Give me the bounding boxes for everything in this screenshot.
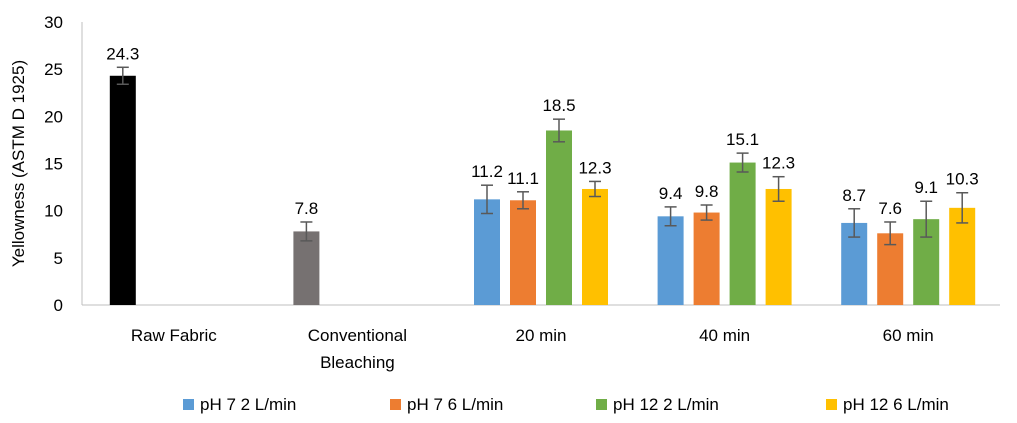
series-3-group-0-bar bbox=[582, 188, 608, 305]
series-3-group-1-data-label: 12.3 bbox=[762, 154, 795, 173]
series-1-group-1-data-label: 9.8 bbox=[695, 182, 719, 201]
y-tick-label: 0 bbox=[54, 296, 63, 315]
y-tick-label: 15 bbox=[44, 155, 63, 174]
series-0-group-2-data-label: 8.7 bbox=[842, 186, 866, 205]
category-label: Conventional bbox=[308, 326, 407, 345]
series-3-group-2-bar bbox=[949, 207, 976, 305]
single-0-bar bbox=[109, 75, 136, 306]
series-1-group-0-data-label: 11.1 bbox=[507, 169, 539, 188]
legend-swatch bbox=[826, 399, 837, 410]
series-0-group-1-bar bbox=[657, 216, 684, 305]
series-2-group-1-bar bbox=[729, 162, 756, 305]
series-0-group-1-data-label: 9.4 bbox=[659, 184, 683, 203]
category-label: 20 min bbox=[515, 326, 566, 345]
series-2-group-0-data-label: 18.5 bbox=[542, 96, 575, 115]
series-0-group-0-bar bbox=[474, 199, 500, 305]
category-label: Raw Fabric bbox=[131, 326, 217, 345]
y-tick-label: 30 bbox=[44, 13, 63, 32]
series-2-group-0-bar bbox=[546, 130, 572, 305]
series-1-group-0-bar bbox=[510, 200, 536, 305]
series-3-group-2-data-label: 10.3 bbox=[946, 170, 979, 189]
series-1-group-2-data-label: 7.6 bbox=[878, 199, 902, 218]
single-0-data-label: 24.3 bbox=[106, 44, 139, 63]
legend-swatch bbox=[183, 399, 194, 410]
series-2-group-2-data-label: 9.1 bbox=[914, 178, 938, 197]
y-tick-label: 25 bbox=[44, 60, 63, 79]
legend-swatch bbox=[596, 399, 607, 410]
category-label: Bleaching bbox=[320, 353, 395, 372]
y-tick-label: 10 bbox=[44, 202, 63, 221]
legend-label: pH 7 2 L/min bbox=[200, 395, 296, 414]
category-label: 60 min bbox=[883, 326, 934, 345]
series-3-group-1-bar bbox=[765, 188, 792, 305]
y-tick-label: 20 bbox=[44, 107, 63, 126]
legend-label: pH 12 2 L/min bbox=[613, 395, 719, 414]
legend-swatch bbox=[390, 399, 401, 410]
single-1-bar bbox=[293, 231, 320, 305]
series-2-group-1-data-label: 15.1 bbox=[726, 130, 759, 149]
legend-label: pH 7 6 L/min bbox=[407, 395, 503, 414]
series-1-group-1-bar bbox=[693, 212, 720, 305]
single-1-data-label: 7.8 bbox=[295, 199, 319, 218]
y-axis-label: Yellowness (ASTM D 1925) bbox=[9, 60, 28, 267]
category-label: 40 min bbox=[699, 326, 750, 345]
y-tick-label: 5 bbox=[54, 249, 63, 268]
legend-label: pH 12 6 L/min bbox=[843, 395, 949, 414]
series-0-group-0-data-label: 11.2 bbox=[471, 162, 503, 181]
series-3-group-0-data-label: 12.3 bbox=[578, 158, 611, 177]
